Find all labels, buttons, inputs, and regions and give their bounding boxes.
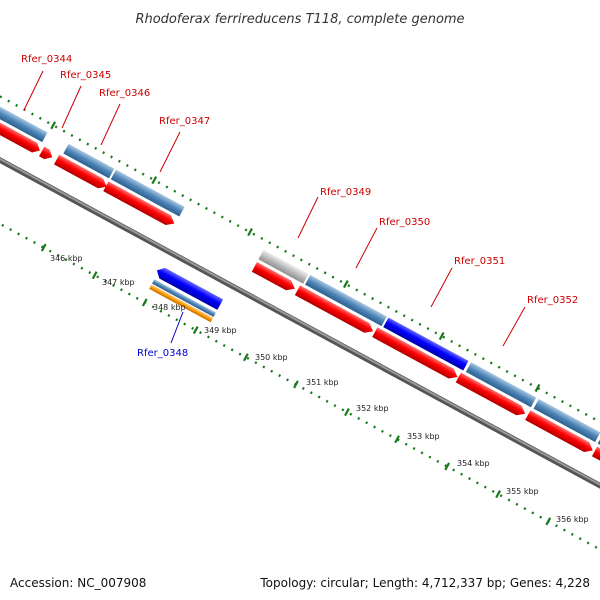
bottom-tick-row (0, 176, 600, 570)
bottom-major-tick (495, 490, 502, 499)
gene-label-rfer-0348[interactable]: Rfer_0348 (137, 348, 188, 359)
gene-rfer-0350-arrow[interactable] (294, 285, 376, 336)
kbp-label: 356 kbp (556, 515, 589, 524)
bottom-major-tick (293, 380, 299, 389)
bottom-major-tick (141, 298, 148, 307)
gene-label-rfer-0344[interactable]: Rfer_0344 (21, 54, 72, 65)
leader-rfer-0344 (23, 70, 44, 111)
gene-label-rfer-0350[interactable]: Rfer_0350 (379, 217, 430, 228)
genome-band (0, 78, 600, 570)
gene-rfer-0348-orange-bar[interactable] (149, 284, 214, 323)
gene-rfer-0346-arrow[interactable] (53, 154, 109, 192)
gene-rfer-0344-bar[interactable] (0, 106, 48, 143)
kbp-label: 351 kbp (306, 378, 339, 387)
top-major-tick (534, 383, 541, 393)
gene-rfer-0347-bar[interactable] (110, 169, 185, 217)
top-major-tick (342, 280, 349, 289)
gene-rfer-0350-bar[interactable] (305, 275, 387, 327)
gene-rfer-0352-arrow[interactable] (455, 372, 528, 419)
bottom-major-tick (344, 408, 350, 417)
kbp-label: 347 kbp (102, 278, 135, 287)
gene-rfer-0348-reverse-arrow[interactable] (154, 265, 224, 310)
gene-next-bar[interactable] (533, 398, 600, 443)
kbp-label: 355 kbp (506, 487, 539, 496)
leader-rfer-0346 (100, 103, 121, 146)
kbp-label: 354 kbp (457, 459, 490, 468)
top-major-tick (247, 228, 253, 237)
gene-label-rfer-0347[interactable]: Rfer_0347 (159, 116, 210, 127)
bottom-major-tick (91, 271, 98, 280)
gene-rfer-0349-bar[interactable] (258, 249, 309, 284)
leader-rfer-0345 (61, 85, 82, 129)
top-tick-row (0, 78, 600, 472)
gene-edge-arrow[interactable] (591, 446, 600, 485)
kbp-label: 350 kbp (255, 353, 288, 362)
gene-rfer-0351-bar[interactable] (383, 317, 469, 371)
bottom-major-tick (545, 517, 552, 526)
gene-next-arrow[interactable] (525, 410, 595, 455)
top-major-tick (438, 332, 445, 341)
bottom-major-tick (444, 462, 451, 471)
leader-rfer-0349 (297, 196, 319, 239)
genome-backbone (0, 126, 600, 522)
bottom-major-tick (394, 435, 400, 444)
gene-rfer-0348-bar[interactable] (152, 279, 216, 317)
kbp-label: 349 kbp (204, 326, 237, 335)
gene-rfer-0344-arrow[interactable] (0, 118, 43, 156)
kbp-label: 352 kbp (356, 404, 389, 413)
top-major-tick (50, 121, 57, 130)
gene-rfer-0352-bar[interactable] (465, 362, 537, 408)
kbp-label: 353 kbp (407, 432, 440, 441)
leader-rfer-0351 (430, 267, 453, 308)
top-major-tick (151, 176, 158, 185)
gene-rfer-0351-arrow[interactable] (372, 327, 460, 381)
kbp-label: 348 kbp (153, 303, 186, 312)
gene-rfer-0349-arrow[interactable] (251, 262, 298, 294)
leader-rfer-0350 (355, 227, 378, 269)
gene-label-rfer-0346[interactable]: Rfer_0346 (99, 88, 150, 99)
accession-text: Accession: NC_007908 (10, 576, 146, 590)
leader-rfer-0352 (502, 306, 526, 347)
kbp-label: 346 kbp (50, 254, 83, 263)
gene-rfer-0347-arrow[interactable] (103, 181, 177, 228)
genome-backbone-highlight (0, 126, 600, 520)
leader-rfer-0347 (159, 131, 181, 173)
gene-rfer-0346-bar[interactable] (63, 143, 115, 179)
bottom-major-tick (40, 243, 47, 252)
leader-rfer-0348 (170, 311, 184, 344)
gene-rfer-0345-arrow[interactable] (39, 146, 55, 162)
gene-label-rfer-0352[interactable]: Rfer_0352 (527, 295, 578, 306)
gene-label-rfer-0351[interactable]: Rfer_0351 (454, 256, 505, 267)
bottom-major-tick (192, 326, 199, 335)
gene-label-rfer-0349[interactable]: Rfer_0349 (320, 187, 371, 198)
topology-text: Topology: circular; Length: 4,712,337 bp… (259, 576, 590, 590)
gene-label-rfer-0345[interactable]: Rfer_0345 (60, 70, 111, 81)
map-title: Rhodoferax ferrireducens T118, complete … (135, 12, 464, 27)
bottom-major-tick (242, 353, 249, 362)
